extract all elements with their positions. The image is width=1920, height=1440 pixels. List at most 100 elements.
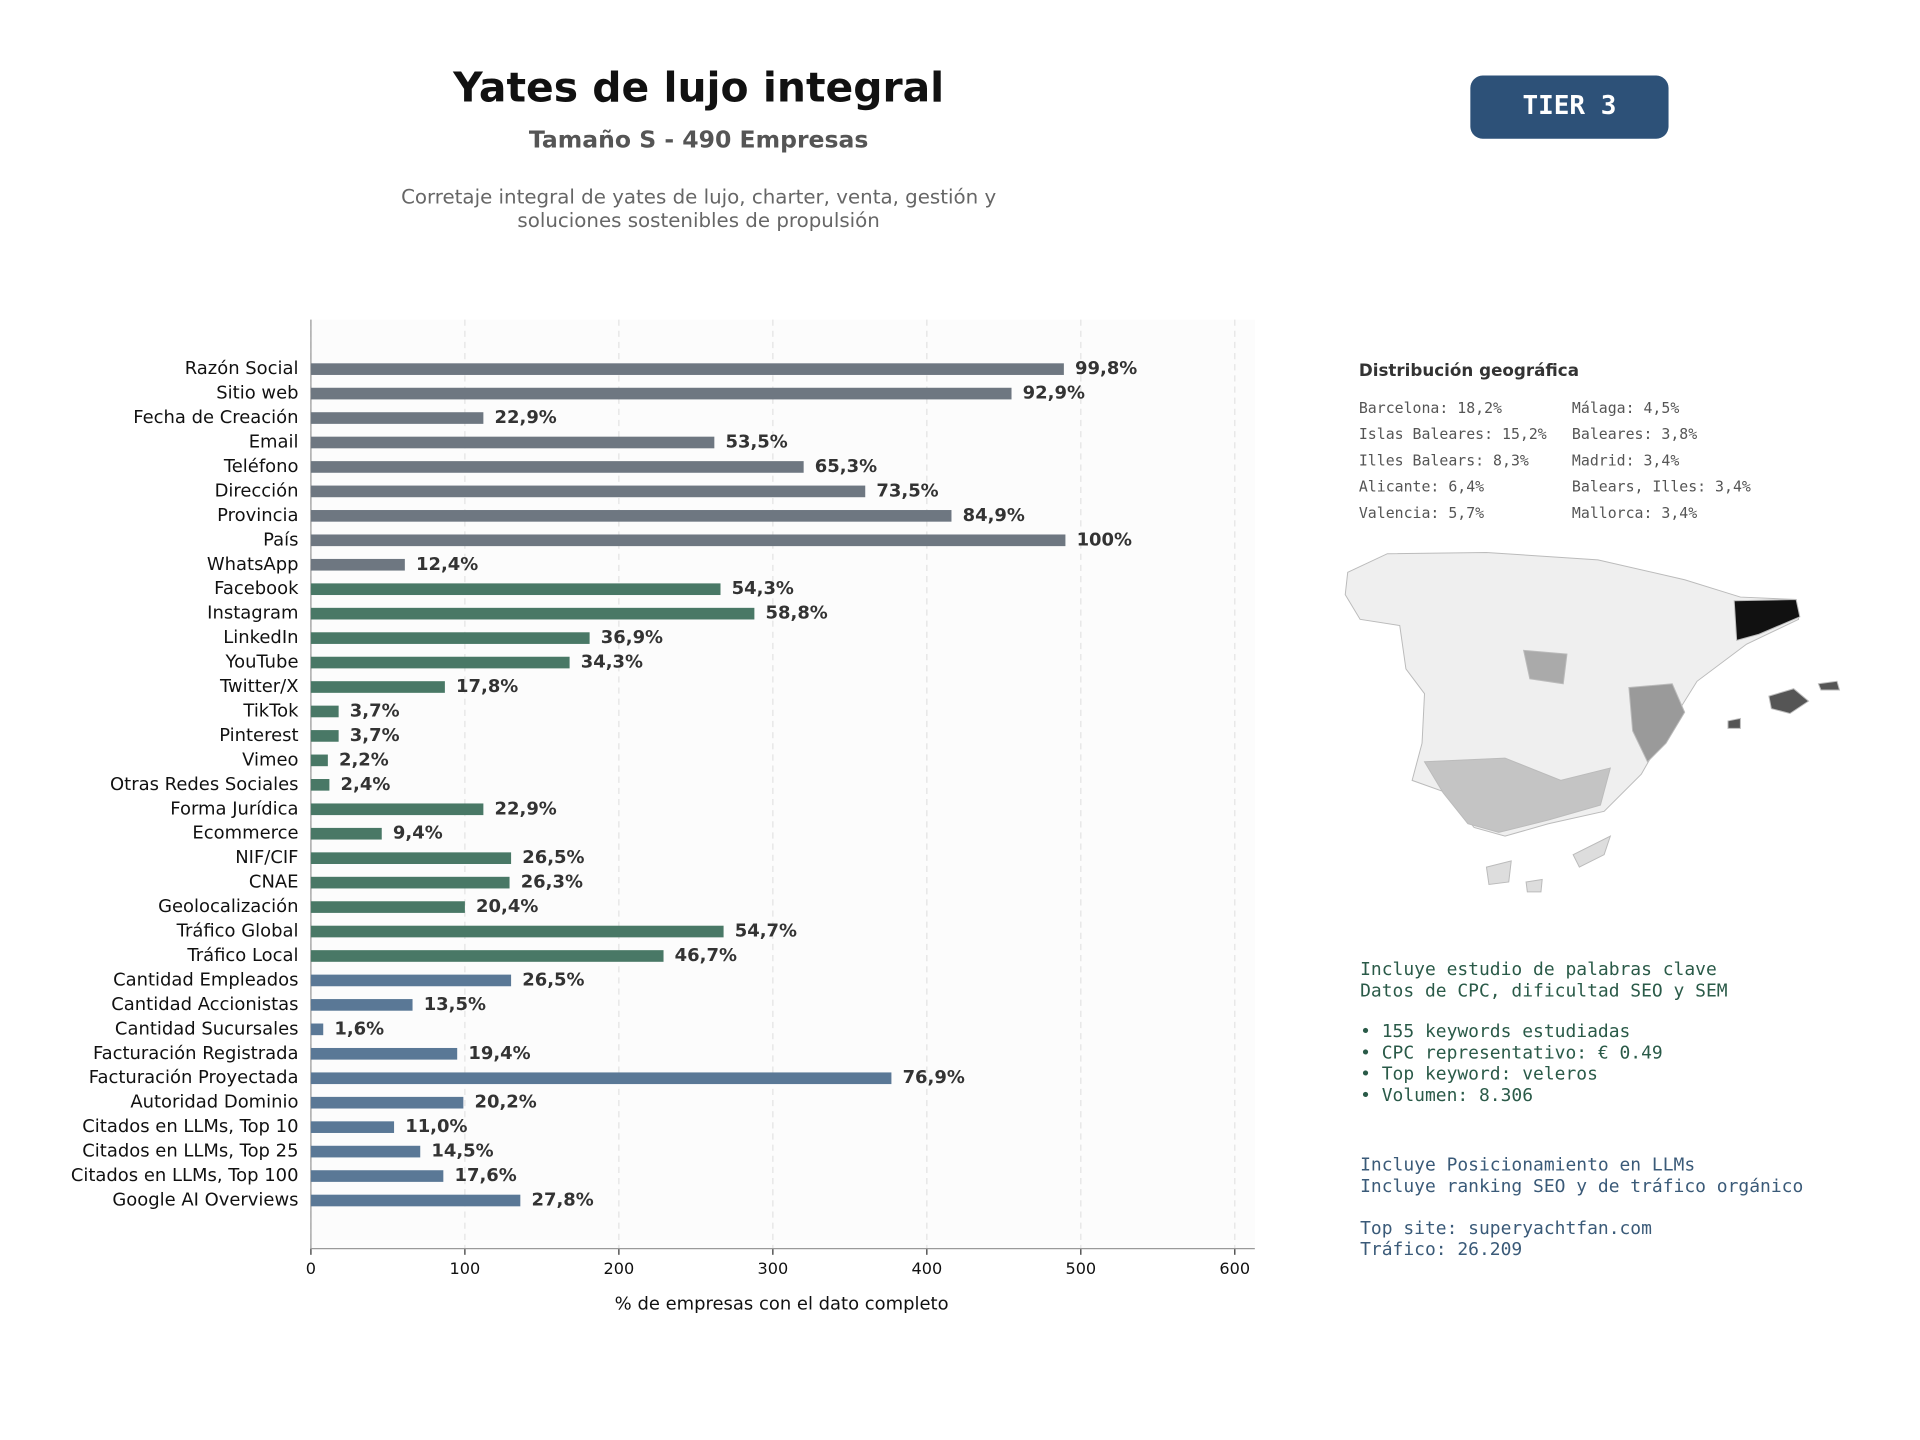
bar xyxy=(310,705,339,718)
y-tick-label: Geolocalización xyxy=(158,896,298,917)
note-line: • Top keyword: veleros xyxy=(1360,1064,1598,1085)
y-tick-label: CNAE xyxy=(249,872,299,893)
y-tick-label: Autoridad Dominio xyxy=(130,1092,298,1113)
bar xyxy=(310,412,484,424)
y-tick-label: Otras Redes Sociales xyxy=(110,774,298,795)
bar xyxy=(310,656,570,669)
note-line: • Volumen: 8.306 xyxy=(1360,1085,1533,1106)
value-label: 100% xyxy=(1077,529,1132,550)
y-tick-label: Vimeo xyxy=(242,749,298,770)
chart-title: Yates de lujo integral xyxy=(452,63,944,111)
y-tick-label: Citados en LLMs, Top 10 xyxy=(82,1116,298,1137)
value-label: 2,4% xyxy=(341,774,391,795)
value-label: 19,4% xyxy=(468,1043,530,1064)
bar xyxy=(310,558,405,571)
bar xyxy=(310,1121,395,1133)
bar xyxy=(310,485,866,498)
value-label: 99,8% xyxy=(1075,358,1137,379)
badge xyxy=(1470,75,1669,139)
x-axis-label: % de empresas con el dato completo xyxy=(615,1293,949,1314)
note-line: Tráfico: 26.209 xyxy=(1360,1239,1522,1260)
bar xyxy=(310,950,664,962)
bar xyxy=(310,1194,521,1207)
geo-item: Málaga: 4,5% xyxy=(1572,399,1679,417)
value-label: 54,3% xyxy=(732,578,794,599)
bar xyxy=(310,852,512,864)
value-label: 3,7% xyxy=(350,700,400,721)
bar xyxy=(310,974,512,987)
y-tick-label: Sitio web xyxy=(216,383,298,404)
geo-title: Distribución geográfica xyxy=(1359,360,1579,380)
value-label: 20,2% xyxy=(475,1092,537,1113)
y-tick-label: Razón Social xyxy=(185,358,299,379)
y-tick-label: Instagram xyxy=(207,603,298,624)
y-tick-label: Twitter/X xyxy=(219,676,299,697)
y-tick-label: Citados en LLMs, Top 100 xyxy=(71,1165,299,1186)
geo-item: Balears, Illes: 3,4% xyxy=(1572,478,1751,496)
bar xyxy=(310,534,1066,547)
y-tick-label: Facturación Registrada xyxy=(93,1043,299,1064)
bar xyxy=(310,925,724,938)
y-tick-label: Cantidad Accionistas xyxy=(111,994,298,1015)
geo-item: Madrid: 3,4% xyxy=(1572,451,1679,469)
x-tick-label: 300 xyxy=(757,1259,788,1278)
y-tick-label: Citados en LLMs, Top 25 xyxy=(82,1141,298,1162)
value-label: 92,9% xyxy=(1023,383,1085,404)
bar xyxy=(310,1170,444,1182)
value-label: 17,8% xyxy=(456,676,518,697)
y-tick-label: YouTube xyxy=(225,652,299,673)
value-label: 76,9% xyxy=(903,1067,965,1088)
bar xyxy=(310,436,715,449)
value-label: 11,0% xyxy=(405,1116,467,1137)
value-label: 1,6% xyxy=(334,1018,384,1039)
geo-item: Barcelona: 18,2% xyxy=(1359,399,1502,417)
note-line: Incluye Posicionamiento en LLMs xyxy=(1360,1155,1695,1176)
geo-item: Islas Baleares: 15,2% xyxy=(1359,425,1547,443)
value-label: 26,5% xyxy=(522,969,584,990)
value-label: 46,7% xyxy=(675,945,737,966)
y-tick-label: País xyxy=(263,529,298,550)
plot-area xyxy=(310,319,1255,1249)
bar xyxy=(310,1023,324,1036)
x-tick-label: 500 xyxy=(1065,1259,1096,1278)
y-tick-label: Dirección xyxy=(215,480,299,501)
bar xyxy=(310,461,804,473)
bar xyxy=(310,632,590,644)
x-tick-label: 200 xyxy=(604,1259,635,1278)
value-label: 14,5% xyxy=(431,1141,493,1162)
bar xyxy=(310,876,510,889)
value-label: 26,3% xyxy=(521,872,583,893)
y-tick-label: Facebook xyxy=(214,578,299,599)
bar xyxy=(310,583,721,596)
description: Corretaje integral de yates de lujo, cha… xyxy=(401,186,996,209)
y-tick-label: Facturación Proyectada xyxy=(89,1067,299,1088)
y-tick-label: LinkedIn xyxy=(223,627,298,648)
value-label: 22,9% xyxy=(495,407,557,428)
bar xyxy=(310,803,484,816)
y-tick-label: Ecommerce xyxy=(192,823,298,844)
value-label: 34,3% xyxy=(581,652,643,673)
value-label: 73,5% xyxy=(876,480,938,501)
bar xyxy=(310,999,413,1011)
geo-item: Baleares: 3,8% xyxy=(1572,425,1697,443)
bar xyxy=(310,363,1064,375)
y-tick-label: Google AI Overviews xyxy=(112,1190,298,1211)
value-label: 54,7% xyxy=(735,921,797,942)
y-tick-label: WhatsApp xyxy=(207,554,299,575)
bar xyxy=(310,607,755,620)
y-tick-label: NIF/CIF xyxy=(235,847,298,868)
note-line: Top site: superyachtfan.com xyxy=(1360,1218,1652,1239)
note-line: • 155 keywords estudiadas xyxy=(1360,1021,1630,1042)
x-tick-label: 100 xyxy=(450,1259,481,1278)
y-tick-label: TikTok xyxy=(242,700,299,721)
y-tick-label: Forma Jurídica xyxy=(170,798,298,819)
bar xyxy=(310,730,339,742)
bar xyxy=(310,1096,464,1109)
bar xyxy=(310,827,382,840)
value-label: 84,9% xyxy=(963,505,1025,526)
bar xyxy=(310,778,330,791)
value-label: 17,6% xyxy=(454,1165,516,1186)
y-tick-label: Fecha de Creación xyxy=(133,407,298,428)
y-tick-label: Tráfico Global xyxy=(176,921,299,942)
